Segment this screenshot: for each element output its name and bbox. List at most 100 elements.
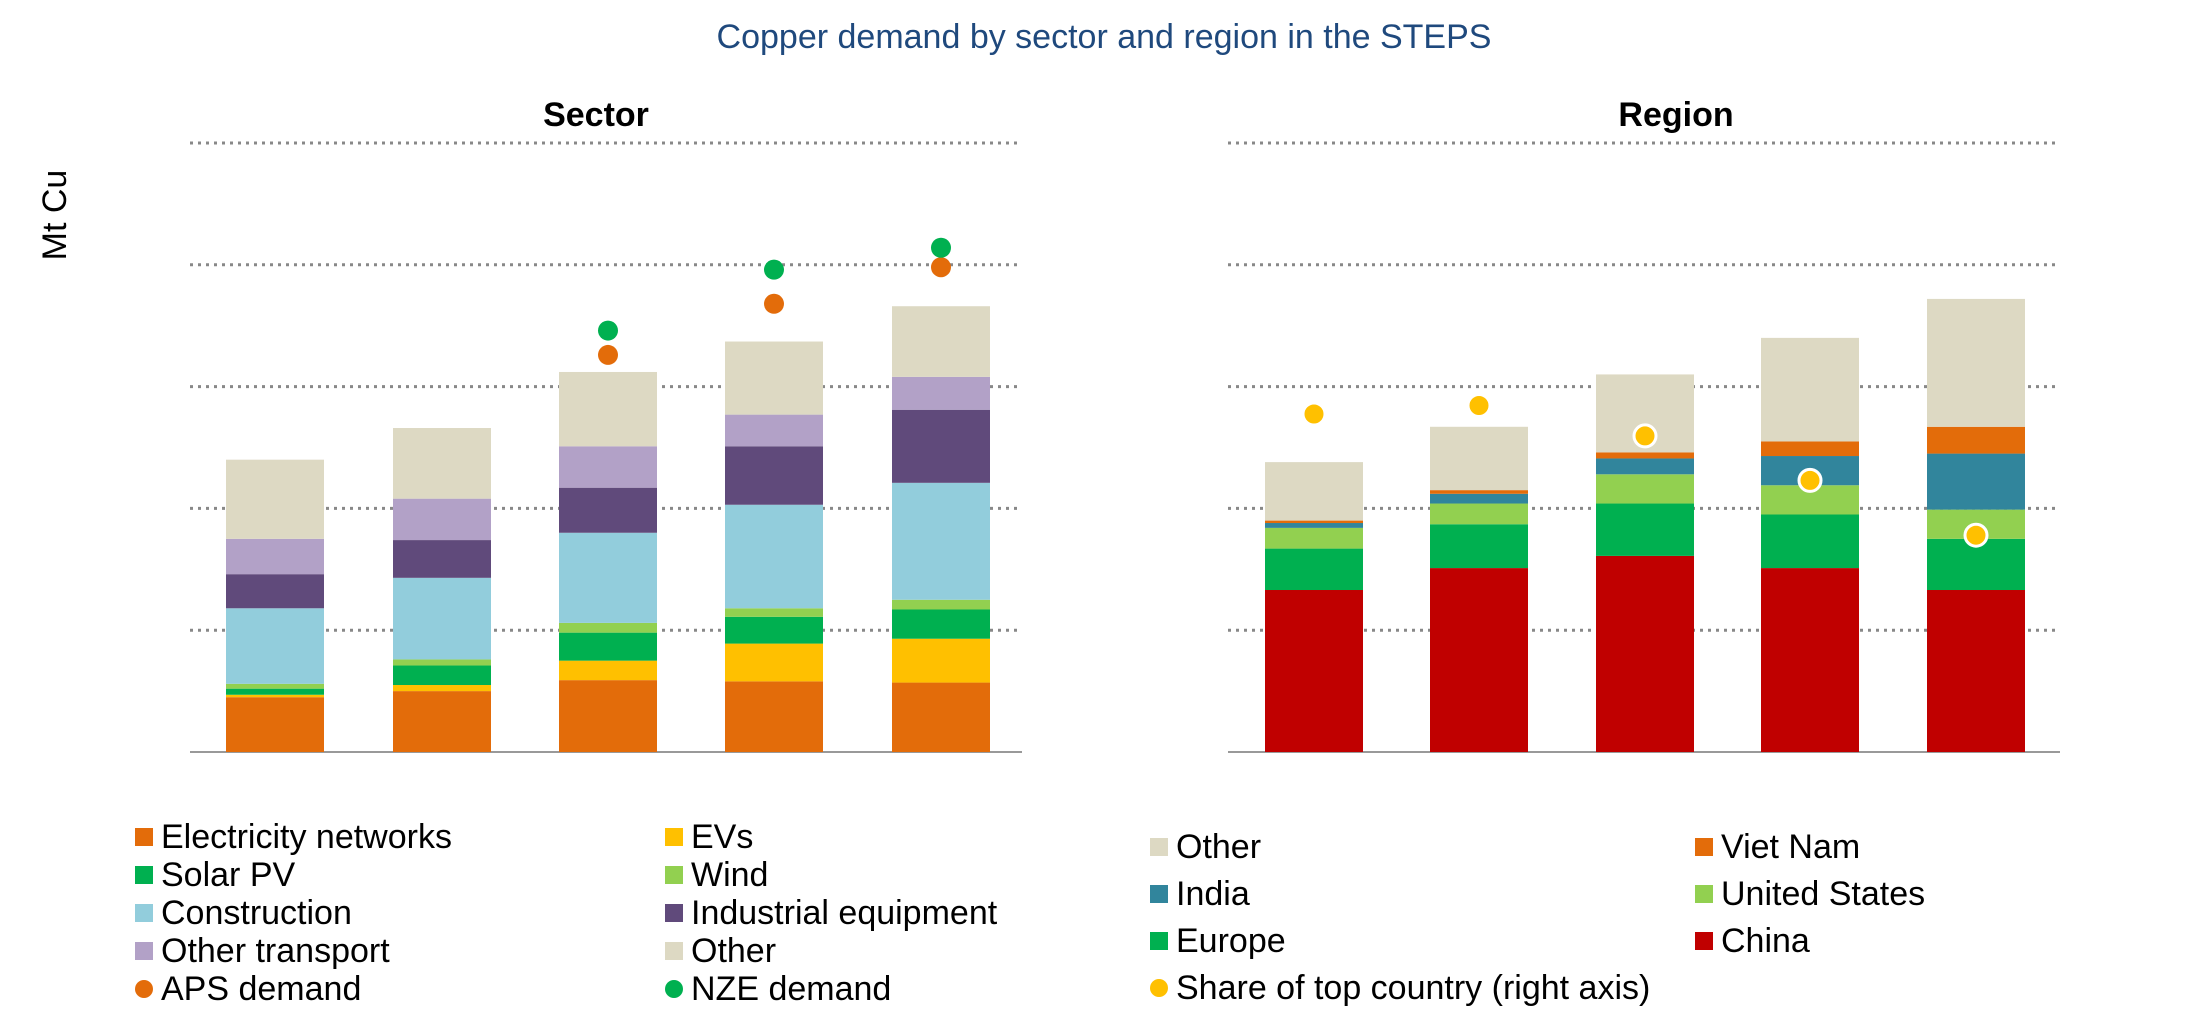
bar-segment-europe — [1265, 548, 1363, 591]
bar-segment-solar — [892, 609, 990, 639]
legend-swatch — [135, 980, 153, 998]
legend-item-share: Share of top country (right axis) — [1150, 969, 1650, 1007]
bar-segment-china — [1265, 590, 1363, 752]
bar-segment-electricity — [226, 697, 324, 752]
bar-segment-europe — [1430, 524, 1528, 569]
bar-segment-other — [226, 459, 324, 539]
bar-segment-china — [1430, 568, 1528, 752]
region-chart — [1228, 141, 2060, 753]
bar-segment-industrial — [725, 446, 823, 505]
legend-label: Europe — [1176, 922, 1286, 960]
legend-swatch — [1695, 838, 1713, 856]
legend-item-us: United States — [1695, 875, 1925, 913]
bar-segment-vietnam — [1430, 490, 1528, 494]
bar-segment-india — [1596, 458, 1694, 475]
bar-segment-evs — [725, 643, 823, 682]
legend-item-aps: APS demand — [135, 970, 361, 1008]
legend-item-electricity: Electricity networks — [135, 818, 452, 856]
legend-item-vietnam: Viet Nam — [1695, 828, 1860, 866]
bar-segment-industrial — [226, 574, 324, 609]
legend-item-solar: Solar PV — [135, 856, 295, 894]
marker-aps — [931, 257, 951, 278]
bar-segment-europe — [1761, 514, 1859, 569]
marker-aps — [764, 293, 784, 314]
region-panel-title: Region — [1618, 96, 1733, 134]
bar-segment-other_transport — [559, 446, 657, 488]
legend-label: Other — [1176, 828, 1262, 866]
legend-swatch — [135, 904, 153, 922]
legend-label: Wind — [691, 856, 769, 894]
legend-label: NZE demand — [691, 970, 892, 1008]
legend-label: United States — [1721, 875, 1926, 913]
legend-label: Other — [691, 932, 777, 970]
legend-swatch — [1150, 932, 1168, 950]
legend-label: Electricity networks — [161, 818, 452, 856]
legend-item-china: China — [1695, 922, 1810, 960]
region-legend: Other Viet Nam India United States Europe Chi… — [1150, 828, 2050, 1014]
legend-swatch — [1695, 932, 1713, 950]
legend-label: Solar PV — [161, 856, 296, 894]
legend-item-evs: EVs — [665, 818, 753, 856]
bar-segment-electricity — [725, 681, 823, 752]
bar-segment-vietnam — [1761, 441, 1859, 457]
legend-swatch — [665, 942, 683, 960]
bar-segment-construction — [226, 608, 324, 684]
bar-segment-other — [1761, 337, 1859, 442]
bar-segment-wind — [892, 599, 990, 610]
bar-segment-construction — [393, 577, 491, 660]
legend-label: China — [1721, 922, 1810, 960]
legend-label: Viet Nam — [1721, 828, 1861, 866]
marker-share-top-country — [1301, 401, 1327, 427]
bar-segment-evs — [559, 660, 657, 681]
bar-segment-industrial — [393, 540, 491, 578]
marker-share-top-country — [1632, 423, 1658, 449]
sector-panel-title: Sector — [543, 96, 649, 134]
bar-segment-evs — [226, 694, 324, 698]
bar-segment-other — [1430, 426, 1528, 491]
legend-swatch — [665, 828, 683, 846]
marker-share-top-country — [1797, 467, 1823, 493]
legend-label: Construction — [161, 894, 352, 932]
sector-chart — [190, 141, 1022, 753]
bar-segment-vietnam — [1596, 452, 1694, 459]
marker-share-top-country — [1466, 392, 1492, 418]
legend-label: Other transport — [161, 932, 390, 970]
marker-nze — [931, 237, 951, 258]
bar-segment-us — [1430, 503, 1528, 525]
sector-legend: Electricity networks EVs Solar PV Wind Const… — [135, 818, 1065, 1008]
legend-label: India — [1176, 875, 1250, 913]
legend-swatch — [135, 828, 153, 846]
bar-segment-other — [725, 341, 823, 415]
bar-segment-wind — [393, 659, 491, 666]
bar-segment-wind — [725, 608, 823, 617]
legend-swatch — [135, 942, 153, 960]
bar-segment-india — [1927, 453, 2025, 510]
legend-label: Share of top country (right axis) — [1176, 969, 1651, 1007]
bar-segment-vietnam — [1265, 520, 1363, 524]
bar-segment-india — [1265, 523, 1363, 528]
legend-item-nze: NZE demand — [665, 970, 891, 1008]
legend-swatch — [1150, 885, 1168, 903]
bar-segment-china — [1927, 590, 2025, 752]
bar-segment-india — [1430, 493, 1528, 504]
bar-segment-other — [1265, 462, 1363, 521]
legend-label: Industrial equipment — [691, 894, 998, 932]
bar-segment-solar — [559, 632, 657, 661]
legend-item-other: Other — [665, 932, 776, 970]
legend-swatch — [665, 980, 683, 998]
legend-swatch — [665, 904, 683, 922]
bar-segment-vietnam — [1927, 426, 2025, 454]
bar-segment-china — [1596, 555, 1694, 752]
legend-swatch — [1150, 838, 1168, 856]
page-title: Copper demand by sector and region in th… — [716, 18, 1492, 56]
bar-segment-electricity — [393, 691, 491, 752]
bar-segment-other — [559, 371, 657, 447]
legend-label: APS demand — [161, 970, 362, 1008]
legend-item-europe: Europe — [1150, 922, 1286, 960]
legend-swatch — [1150, 979, 1168, 997]
bar-segment-wind — [226, 683, 324, 689]
marker-aps — [598, 344, 618, 365]
bar-segment-other_transport — [393, 498, 491, 541]
legend-swatch — [1695, 885, 1713, 903]
